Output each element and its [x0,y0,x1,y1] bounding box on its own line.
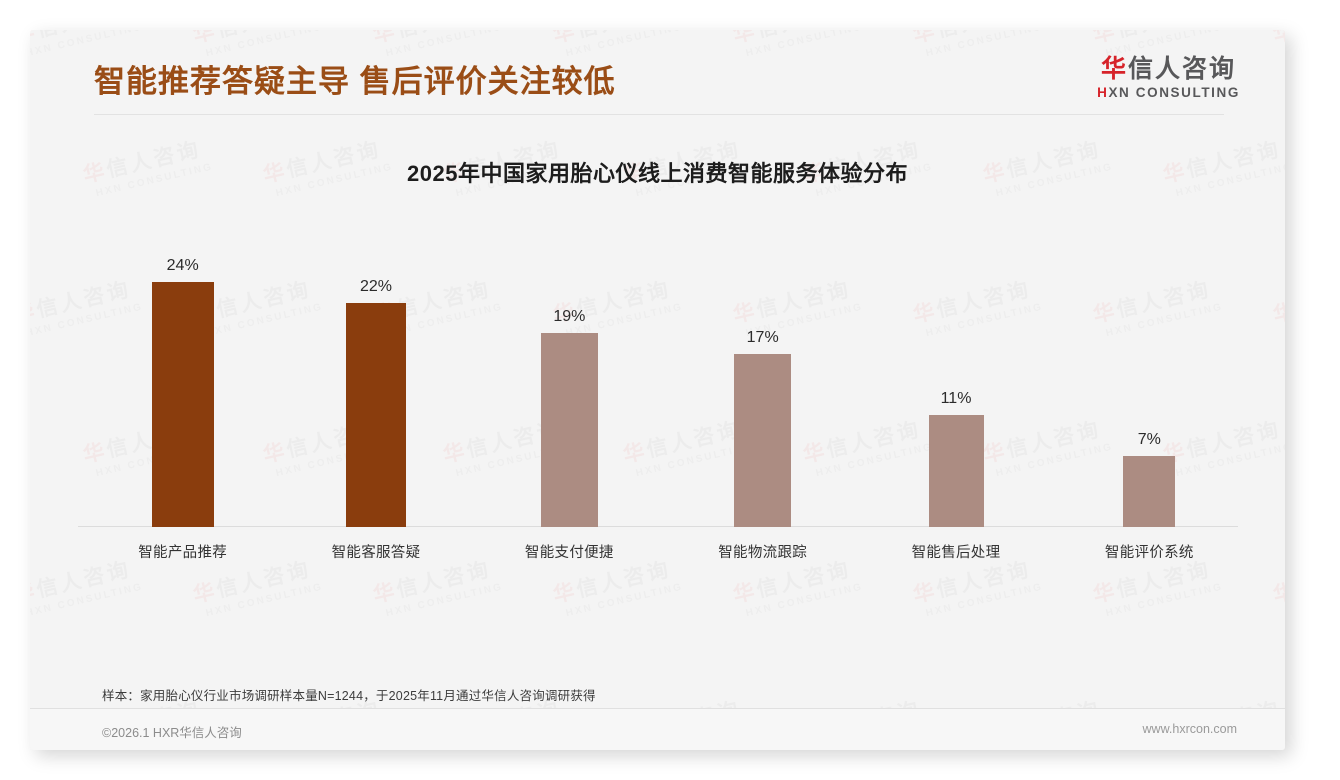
bar-category-label: 智能售后处理 [911,545,1001,561]
bar-category-label: 智能支付便捷 [524,545,614,561]
slide-footer: ©2026.1 HXR华信人咨询 www.hxrcon.com [30,708,1285,750]
website-url: www.hxrcon.com [1142,722,1237,736]
brand-logo-en: HXN CONSULTING [1097,85,1240,100]
chart-title: 2025年中国家用胎心仪线上消费智能服务体验分布 [407,161,908,186]
bar-rect[interactable] [928,414,984,527]
brand-logo-cn-red: 华 [1101,55,1129,83]
header-divider [94,114,1224,115]
bar-column[interactable]: 22% 智能客服答疑 [332,277,421,561]
bar-value-label: 19% [553,308,586,326]
bar-column[interactable]: 7% 智能评价系统 [1105,430,1194,561]
bar-rect[interactable] [734,353,792,527]
bar-category-label: 智能客服答疑 [331,545,421,561]
chart-area: 2025年中国家用胎心仪线上消费智能服务体验分布 24% 智能产品推荐 22% 智能客… [30,130,1285,650]
bar-chart-plot: 24% 智能产品推荐 22% 智能客服答疑 19% 智能支付便捷 17% 智能物流跟踪 11% 智… [78,212,1238,587]
bar-category-label: 智能物流跟踪 [718,545,808,561]
bar-value-label: 24% [166,257,199,275]
brand-logo-en-rest: XN CONSULTING [1108,85,1240,101]
bar-column[interactable]: 11% 智能售后处理 [912,389,1001,561]
bar-column[interactable]: 17% 智能物流跟踪 [718,328,807,561]
bar-value-label: 11% [940,389,972,407]
bar-value-label: 7% [1137,430,1161,448]
chart-baseline [78,526,1238,527]
sample-footnote: 样本：家用胎心仪行业市场调研样本量N=1244，于2025年11月通过华信人咨询… [102,689,596,703]
bar-rect[interactable] [346,302,406,527]
brand-logo-cn: 华信人咨询 [1097,56,1240,82]
bar-value-label: 17% [746,328,779,346]
page-title: 智能推荐答疑主导 售后评价关注较低 [94,64,616,99]
bar-category-label: 智能评价系统 [1104,545,1194,561]
bar-rect[interactable] [151,282,214,527]
slide-header: 智能推荐答疑主导 售后评价关注较低 华信人咨询 HXN CONSULTING [30,30,1285,115]
brand-logo: 华信人咨询 HXN CONSULTING [1097,56,1240,100]
bar-column[interactable]: 19% 智能支付便捷 [525,308,614,561]
brand-logo-cn-rest: 信人咨询 [1128,55,1237,83]
brand-logo-en-red: H [1097,85,1109,101]
copyright-text: ©2026.1 HXR华信人咨询 [102,726,242,740]
bar-rect[interactable] [1123,455,1176,527]
footer-divider [30,708,1285,709]
bar-value-label: 22% [359,277,393,295]
bar-column[interactable]: 24% 智能产品推荐 [138,257,227,561]
bar-category-label: 智能产品推荐 [138,545,228,561]
bar-rect[interactable] [540,333,598,527]
slide-card: 华信人咨询 HXN CONSULTING 华信人咨询 HXN CONSULTING华信… [30,30,1285,750]
